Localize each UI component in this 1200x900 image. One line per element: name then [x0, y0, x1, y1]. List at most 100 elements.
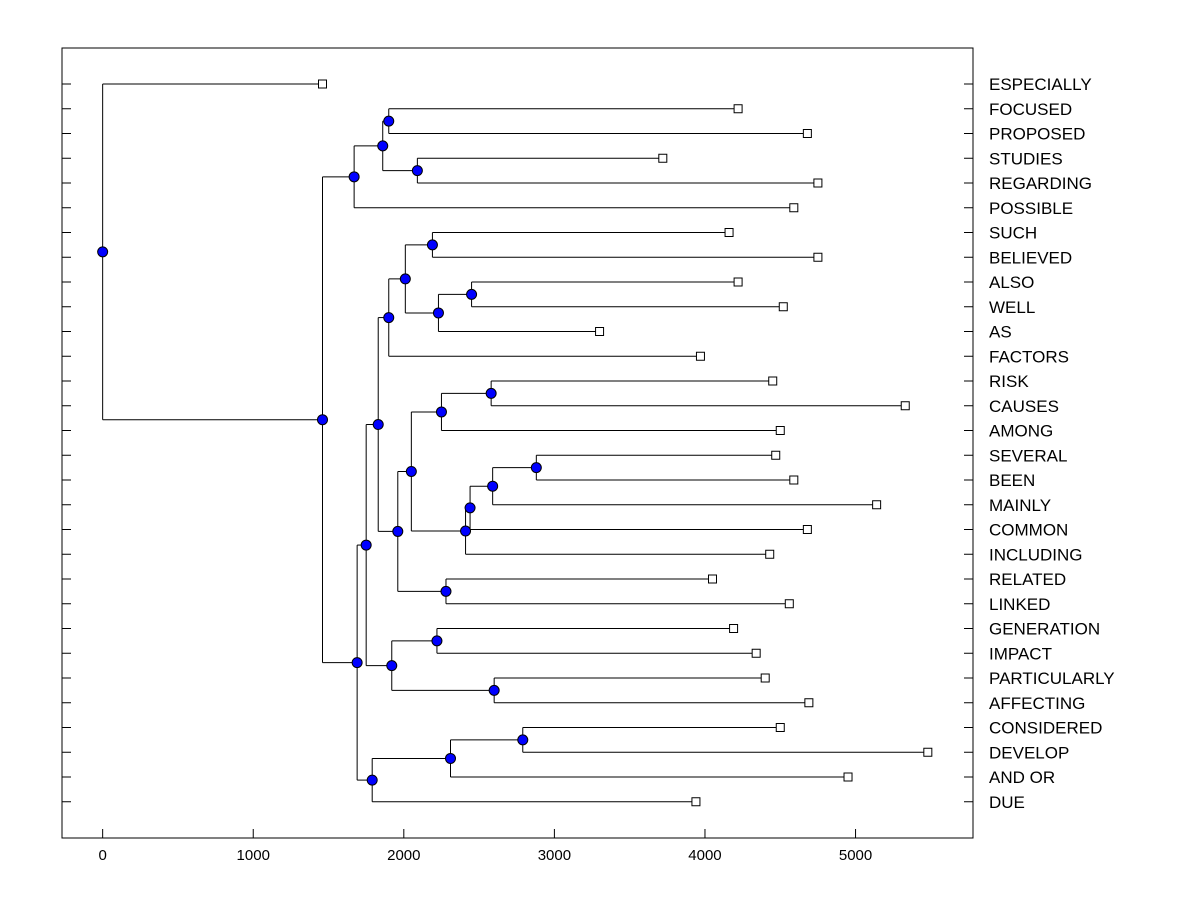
leaf-label: RISK — [989, 372, 1029, 391]
leaf-label: MAINLY — [989, 496, 1051, 515]
leaf-label: INCLUDING — [989, 545, 1083, 564]
merge-node — [411, 165, 423, 177]
merge-node — [431, 635, 443, 647]
merge-node — [487, 480, 499, 492]
merge-node — [488, 684, 500, 696]
leaf-label: PARTICULARLY — [989, 669, 1115, 688]
leaf-marker — [318, 79, 328, 89]
merge-nodes — [97, 115, 542, 786]
merge-node — [386, 660, 398, 672]
leaf-marker — [900, 401, 910, 411]
leaf-label: WELL — [989, 298, 1035, 317]
leaf-label: LINKED — [989, 595, 1050, 614]
plot-frame — [61, 47, 974, 839]
leaf-marker — [707, 574, 717, 584]
leaf-marker — [872, 500, 882, 510]
leaf-label: BELIEVED — [989, 248, 1072, 267]
leaf-markers — [318, 79, 933, 807]
merge-node — [317, 414, 329, 426]
merge-node — [372, 419, 384, 431]
leaf-marker — [789, 203, 799, 213]
leaf-marker — [724, 228, 734, 237]
leaf-marker — [768, 376, 778, 386]
leaf-marker — [789, 475, 799, 485]
leaf-label: SEVERAL — [989, 446, 1067, 465]
merge-node — [351, 657, 363, 669]
leaf-marker — [775, 426, 785, 435]
leaf-marker — [802, 129, 812, 138]
merge-node — [466, 288, 478, 300]
leaf-marker — [729, 624, 739, 633]
x-tick-label: 0 — [98, 847, 106, 864]
leaf-labels: ESPECIALLY FOCUSED PROPOSED STUDIES REGARDIN… — [989, 75, 1115, 812]
leaf-label: PROPOSED — [989, 125, 1085, 144]
leaf-label: ESPECIALLY — [989, 75, 1092, 94]
merge-node — [530, 462, 542, 474]
leaf-marker — [778, 302, 788, 312]
leaf-label: COMMON — [989, 521, 1068, 540]
y-ticks — [62, 83, 973, 803]
x-axis: 0 1000 2000 3000 4000 5000 — [98, 829, 872, 864]
leaf-label: DEVELOP — [989, 743, 1069, 762]
merge-node — [399, 273, 411, 285]
leaf-label: FACTORS — [989, 347, 1069, 366]
merge-node — [348, 171, 360, 183]
merge-node — [464, 502, 476, 514]
leaf-label: CAUSES — [989, 397, 1059, 416]
merge-node — [432, 307, 444, 319]
leaf-marker — [813, 178, 823, 188]
merge-node — [485, 387, 497, 399]
leaf-label: AS — [989, 323, 1012, 342]
leaf-marker — [733, 277, 743, 287]
leaf-label: REGARDING — [989, 174, 1092, 193]
merge-node — [377, 140, 389, 152]
leaf-marker — [813, 252, 823, 262]
leaf-marker — [775, 723, 785, 732]
leaf-label: AND OR — [989, 768, 1055, 787]
leaf-label: STUDIES — [989, 149, 1063, 168]
leaf-marker — [691, 797, 701, 807]
x-tick-label: 5000 — [839, 847, 872, 864]
x-tick-label: 2000 — [387, 847, 420, 864]
leaf-marker — [804, 698, 814, 708]
merge-node — [360, 539, 372, 551]
leaf-marker — [802, 525, 812, 534]
leaf-marker — [760, 673, 770, 683]
merge-node — [517, 734, 529, 746]
leaf-label: BEEN — [989, 471, 1035, 490]
merge-node — [97, 246, 109, 258]
leaf-label: RELATED — [989, 570, 1066, 589]
leaf-marker — [923, 747, 933, 757]
leaf-label: POSSIBLE — [989, 199, 1073, 218]
merge-node — [444, 752, 456, 764]
merge-node — [383, 115, 395, 127]
leaf-label: SUCH — [989, 224, 1037, 243]
leaf-label: CONSIDERED — [989, 719, 1102, 738]
leaf-marker — [784, 599, 794, 609]
leaf-label: DUE — [989, 793, 1025, 812]
merge-node — [426, 239, 438, 251]
x-tick-label: 4000 — [688, 847, 721, 864]
leaf-marker — [733, 104, 743, 114]
leaf-marker — [771, 450, 781, 460]
leaf-label: AMONG — [989, 422, 1053, 441]
leaf-label: FOCUSED — [989, 100, 1072, 119]
merge-node — [440, 585, 452, 597]
merge-node — [405, 465, 417, 477]
leaf-marker — [695, 351, 705, 361]
x-tick-label: 1000 — [237, 847, 270, 864]
leaf-label: AFFECTING — [989, 694, 1085, 713]
merge-node — [460, 525, 472, 537]
leaf-marker — [751, 648, 761, 658]
merge-node — [392, 525, 404, 537]
leaf-marker — [843, 772, 853, 782]
leaf-marker — [765, 549, 775, 559]
leaf-label: GENERATION — [989, 620, 1100, 639]
merge-node — [383, 312, 395, 324]
merge-node — [366, 774, 378, 786]
x-tick-label: 3000 — [538, 847, 571, 864]
leaf-marker — [595, 327, 605, 336]
merge-node — [435, 406, 447, 418]
leaf-marker — [658, 153, 668, 163]
